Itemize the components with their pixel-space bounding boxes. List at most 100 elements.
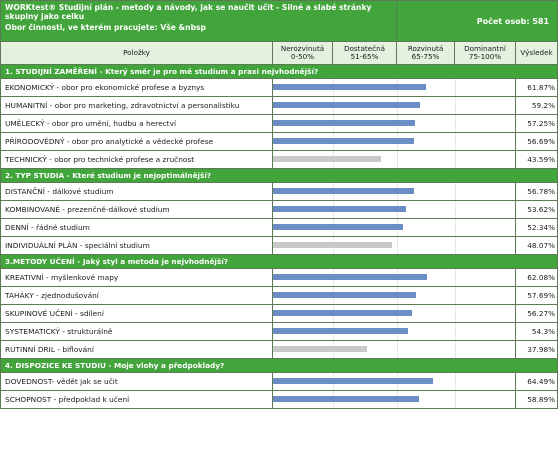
score-bar — [273, 310, 412, 316]
score-value: 53.62% — [515, 200, 559, 219]
item-label: DENNÍ - řádné studium — [0, 218, 273, 237]
table-row: SKUPINOVÉ UČENÍ - sdílení 56.27% — [0, 304, 559, 323]
item-label: INDIVIDUÁLNÍ PLÁN - speciální studium — [0, 236, 273, 255]
score-bar — [273, 328, 408, 334]
item-label: DOVEDNOST- vědět jak se učit — [0, 372, 273, 391]
bar-gridline — [455, 323, 456, 340]
score-value: 37.98% — [515, 340, 559, 359]
bar-cell — [271, 132, 517, 151]
bar-cell — [271, 78, 517, 97]
section-header: 3.METODY UČENÍ - Jaký styl a metoda je n… — [0, 254, 559, 269]
bar-cell — [271, 304, 517, 323]
score-bar — [273, 274, 427, 280]
bar-cell — [271, 236, 517, 255]
score-bar — [273, 102, 420, 108]
bar-cell — [271, 150, 517, 169]
bar-cell — [271, 114, 517, 133]
bar-gridline — [455, 219, 456, 236]
table-row: TAHÁKY - zjednodušování 57.69% — [0, 286, 559, 305]
bar-cell — [271, 218, 517, 237]
table-row: DENNÍ - řádné studium 52.34% — [0, 218, 559, 237]
table-row: KREATIVNÍ - myšlenkové mapy 62.08% — [0, 268, 559, 287]
report-title: WORKtest® Studijní plán - metody a návod… — [5, 3, 372, 21]
col-result: Výsledek — [515, 41, 559, 65]
score-bar — [273, 84, 426, 90]
score-bar — [273, 292, 416, 298]
score-bar — [273, 138, 414, 144]
item-label: PŘÍRODOVĚDNÝ - obor pro analytické a věd… — [0, 132, 273, 151]
col-undeveloped: Nerozvinutá 0-50% — [272, 41, 333, 65]
report-title-cell: WORKtest® Studijní plán - metody a návod… — [0, 0, 398, 42]
score-value: 52.34% — [515, 218, 559, 237]
item-label: SYSTEMATICKÝ - strukturálně — [0, 322, 273, 341]
score-bar — [273, 188, 414, 194]
score-bar — [273, 378, 433, 384]
bar-gridline — [455, 287, 456, 304]
column-headers: Položky Nerozvinutá 0-50% Dostatečná 51-… — [0, 41, 559, 65]
score-bar — [273, 156, 381, 162]
item-label: KREATIVNÍ - myšlenkové mapy — [0, 268, 273, 287]
respondent-count: Počet osob: 581 — [396, 0, 559, 42]
score-bar — [273, 120, 415, 126]
score-value: 61.87% — [515, 78, 559, 97]
section-title: 4. DISPOZICE KE STUDIU - Moje vlohy a př… — [0, 358, 559, 373]
bar-gridline — [455, 391, 456, 408]
section-title: 1. STUDIJNÍ ZAMĚŘENÍ - Který směr je pro… — [0, 64, 559, 79]
item-label: RUTINNÍ DRIL - biflování — [0, 340, 273, 359]
bar-cell — [271, 340, 517, 359]
bar-gridline — [455, 341, 456, 358]
bar-gridline — [455, 183, 456, 200]
score-bar — [273, 396, 419, 402]
bar-gridline — [455, 115, 456, 132]
table-row: DOVEDNOST- vědět jak se učit 64.49% — [0, 372, 559, 391]
bar-cell — [271, 286, 517, 305]
bar-cell — [271, 390, 517, 409]
score-value: 59.2% — [515, 96, 559, 115]
bar-cell — [271, 322, 517, 341]
score-value: 56.69% — [515, 132, 559, 151]
bar-cell — [271, 96, 517, 115]
item-label: HUMANITNÍ - obor pro marketing, zdravotn… — [0, 96, 273, 115]
score-bar — [273, 242, 392, 248]
table-row: RUTINNÍ DRIL - biflování 37.98% — [0, 340, 559, 359]
section-header: 4. DISPOZICE KE STUDIU - Moje vlohy a př… — [0, 358, 559, 373]
bar-gridline — [455, 79, 456, 96]
section-title: 3.METODY UČENÍ - Jaký styl a metoda je n… — [0, 254, 559, 269]
col-items: Položky — [0, 41, 273, 65]
score-value: 43.59% — [515, 150, 559, 169]
score-value: 48.07% — [515, 236, 559, 255]
col-developed: Rozvinutá 65-75% — [396, 41, 456, 65]
bar-gridline — [455, 151, 456, 168]
score-bar — [273, 224, 403, 230]
score-value: 56.27% — [515, 304, 559, 323]
col-sufficient: Dostatečná 51-65% — [331, 41, 398, 65]
bar-gridline — [455, 201, 456, 218]
score-value: 56.78% — [515, 182, 559, 201]
bar-gridline — [455, 269, 456, 286]
item-label: SKUPINOVÉ UČENÍ - sdílení — [0, 304, 273, 323]
table-row: SCHOPNOST - předpoklad k učení 58.89% — [0, 390, 559, 409]
score-value: 57.69% — [515, 286, 559, 305]
item-label: SCHOPNOST - předpoklad k učení — [0, 390, 273, 409]
table-body: 1. STUDIJNÍ ZAMĚŘENÍ - Který směr je pro… — [0, 64, 559, 409]
table-row: TECHNICKÝ - obor pro technické profese a… — [0, 150, 559, 169]
report-header: WORKtest® Studijní plán - metody a návod… — [0, 0, 559, 42]
bar-gridline — [397, 341, 398, 358]
table-row: HUMANITNÍ - obor pro marketing, zdravotn… — [0, 96, 559, 115]
bar-gridline — [397, 151, 398, 168]
item-label: EKONOMICKÝ - obor pro ekonomické profese… — [0, 78, 273, 97]
section-title: 2. TYP STUDIA - Které studium je nejopti… — [0, 168, 559, 183]
bar-gridline — [455, 97, 456, 114]
table-row: PŘÍRODOVĚDNÝ - obor pro analytické a věd… — [0, 132, 559, 151]
bar-cell — [271, 200, 517, 219]
bar-cell — [271, 372, 517, 391]
score-value: 62.08% — [515, 268, 559, 287]
item-label: UMĚLECKÝ - obor pro umění, hudbu a herec… — [0, 114, 273, 133]
bar-gridline — [455, 305, 456, 322]
item-label: KOMBINOVANÉ - prezenčně-dálkové studium — [0, 200, 273, 219]
report-filter: Obor činnosti, ve kterém pracujete: Vše … — [5, 23, 206, 32]
section-header: 2. TYP STUDIA - Které studium je nejopti… — [0, 168, 559, 183]
table-row: EKONOMICKÝ - obor pro ekonomické profese… — [0, 78, 559, 97]
item-label: DISTANČNÍ - dálkové studium — [0, 182, 273, 201]
